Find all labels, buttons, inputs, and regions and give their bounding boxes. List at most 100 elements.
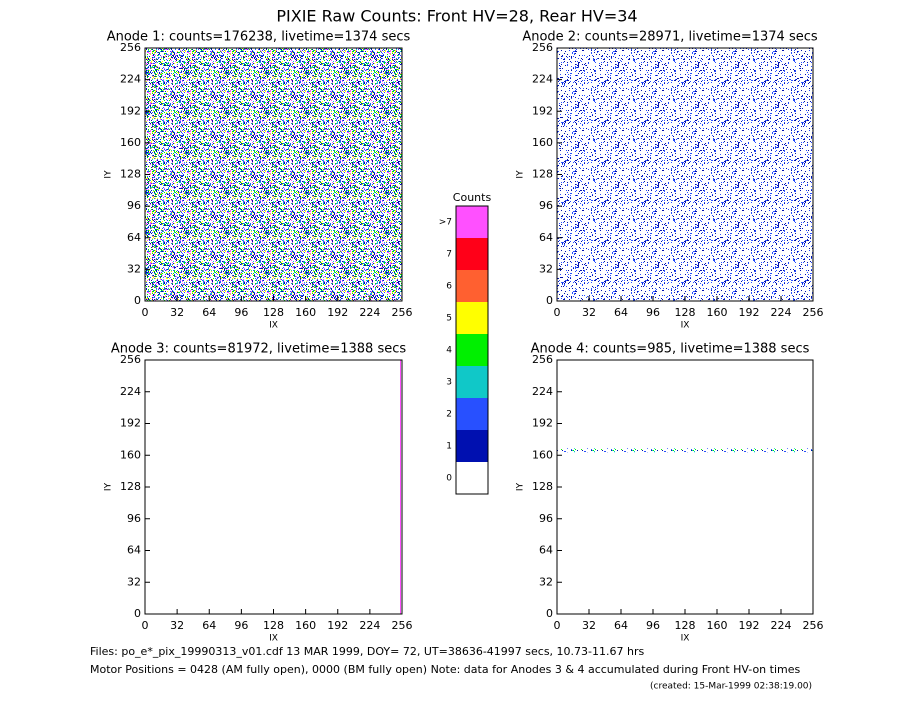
y-tick-label: 64 <box>127 231 141 244</box>
y-tick-label: 32 <box>127 575 141 588</box>
colorbar-cell <box>456 206 488 238</box>
y-tick-label: 32 <box>539 262 553 275</box>
x-axis-label: IX <box>681 321 690 331</box>
colorbar-cell <box>456 334 488 366</box>
x-tick-label: 32 <box>170 306 184 319</box>
y-tick-label: 32 <box>127 262 141 275</box>
y-tick-label: 192 <box>532 417 553 430</box>
y-tick-label: 160 <box>120 448 141 461</box>
x-tick-label: 0 <box>142 619 149 632</box>
y-tick-label: 160 <box>532 136 553 149</box>
footer-files: Files: po_e*_pix_19990313_v01.cdf 13 MAR… <box>90 645 644 658</box>
colorbar-label: 6 <box>446 282 452 292</box>
y-tick-label: 224 <box>120 385 141 398</box>
x-tick-label: 0 <box>142 306 149 319</box>
heatmap-image <box>557 48 813 301</box>
y-tick-label: 128 <box>120 168 141 181</box>
x-tick-label: 32 <box>582 619 596 632</box>
y-tick-label: 128 <box>532 480 553 493</box>
colorbar-label: 3 <box>446 378 452 388</box>
panel-title: Anode 1: counts=176238, livetime=1374 se… <box>107 30 411 45</box>
x-tick-label: 224 <box>771 306 792 319</box>
x-tick-label: 64 <box>614 619 628 632</box>
y-tick-label: 64 <box>539 231 553 244</box>
y-axis-label: IY <box>516 170 526 179</box>
heatmap-image <box>557 448 813 453</box>
y-tick-label: 256 <box>532 353 553 366</box>
x-tick-label: 256 <box>392 306 413 319</box>
panel-title: Anode 2: counts=28971, livetime=1374 sec… <box>522 30 818 45</box>
x-tick-label: 160 <box>295 306 316 319</box>
colorbar-label: >7 <box>439 218 452 228</box>
colorbar-label: 2 <box>446 410 452 420</box>
y-axis-label: IY <box>516 482 526 491</box>
x-tick-label: 224 <box>359 619 380 632</box>
x-tick-label: 64 <box>614 306 628 319</box>
y-tick-label: 192 <box>532 104 553 117</box>
colorbar-cell <box>456 302 488 334</box>
x-tick-label: 256 <box>803 619 824 632</box>
y-tick-label: 160 <box>532 448 553 461</box>
plot-frame <box>556 359 814 615</box>
y-tick-label: 0 <box>134 607 141 620</box>
y-tick-label: 224 <box>532 385 553 398</box>
colorbar-cell <box>456 366 488 398</box>
x-tick-label: 0 <box>554 619 561 632</box>
y-tick-label: 32 <box>539 575 553 588</box>
y-tick-label: 0 <box>546 294 553 307</box>
x-tick-label: 64 <box>202 619 216 632</box>
x-tick-label: 192 <box>327 619 348 632</box>
colorbar-label: 5 <box>446 314 452 324</box>
x-tick-label: 64 <box>202 306 216 319</box>
y-tick-label: 0 <box>134 294 141 307</box>
y-tick-label: 96 <box>539 199 553 212</box>
y-tick-label: 64 <box>127 544 141 557</box>
x-tick-label: 96 <box>234 306 248 319</box>
x-tick-label: 160 <box>295 619 316 632</box>
heatmap-image <box>400 360 401 614</box>
x-tick-label: 192 <box>739 306 760 319</box>
y-tick-label: 224 <box>532 73 553 86</box>
colorbar-cell <box>456 238 488 270</box>
colorbar-cell <box>456 270 488 302</box>
x-tick-label: 256 <box>803 306 824 319</box>
y-axis-label: IY <box>104 482 114 491</box>
x-axis-label: IX <box>269 321 278 331</box>
colorbar-cell <box>456 430 488 462</box>
y-tick-label: 192 <box>120 104 141 117</box>
y-tick-label: 64 <box>539 544 553 557</box>
x-tick-label: 128 <box>675 306 696 319</box>
y-tick-label: 0 <box>546 607 553 620</box>
x-axis-label: IX <box>269 634 278 644</box>
colorbar-title: Counts <box>453 191 492 204</box>
y-tick-label: 256 <box>120 41 141 54</box>
x-axis-label: IX <box>681 634 690 644</box>
x-tick-label: 224 <box>359 306 380 319</box>
colorbar-cell <box>456 398 488 430</box>
x-tick-label: 192 <box>739 619 760 632</box>
x-tick-label: 0 <box>554 306 561 319</box>
y-tick-label: 224 <box>120 73 141 86</box>
x-tick-label: 32 <box>582 306 596 319</box>
footer-created: (created: 15-Mar-1999 02:38:19.00) <box>650 682 812 692</box>
x-tick-label: 160 <box>707 619 728 632</box>
x-tick-label: 96 <box>234 619 248 632</box>
y-axis-label: IY <box>104 170 114 179</box>
y-tick-label: 128 <box>532 168 553 181</box>
y-tick-label: 192 <box>120 417 141 430</box>
y-tick-label: 256 <box>532 41 553 54</box>
main-title: PIXIE Raw Counts: Front HV=28, Rear HV=3… <box>276 7 637 26</box>
colorbar-frame <box>455 205 489 495</box>
x-tick-label: 128 <box>675 619 696 632</box>
x-tick-label: 32 <box>170 619 184 632</box>
y-tick-label: 96 <box>127 512 141 525</box>
x-tick-label: 224 <box>771 619 792 632</box>
x-tick-label: 96 <box>646 619 660 632</box>
colorbar-cell <box>456 462 488 494</box>
colorbar-label: 0 <box>446 474 452 484</box>
colorbar-label: 4 <box>446 346 452 356</box>
y-tick-label: 96 <box>539 512 553 525</box>
panel-title: Anode 3: counts=81972, livetime=1388 sec… <box>111 342 407 357</box>
y-tick-label: 160 <box>120 136 141 149</box>
